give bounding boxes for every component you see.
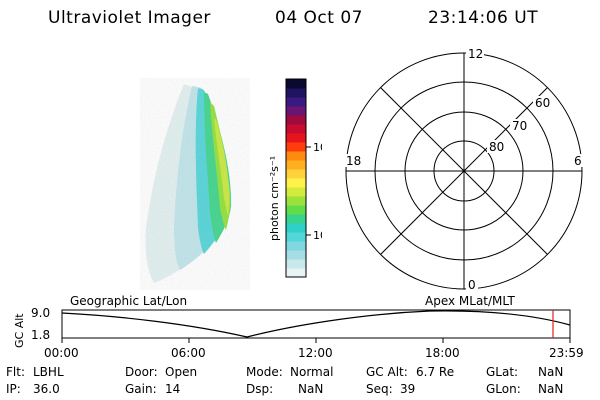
mlt-label-12: 12 xyxy=(468,47,483,61)
info-dsp-value: NaN xyxy=(298,382,324,396)
y-tick-9: 9.0 xyxy=(31,306,50,320)
colorbar-cell xyxy=(286,151,306,161)
info-gain-label: Gain: xyxy=(125,382,157,396)
colorbar-cell xyxy=(286,223,306,233)
lat-label-60: 60 xyxy=(535,96,550,110)
colorbar-label: photon cm⁻²s⁻¹ xyxy=(268,156,281,241)
x-tick-1200: 12:00 xyxy=(298,346,333,360)
x-tick-0000: 00:00 xyxy=(44,346,79,360)
x-tick-0600: 06:00 xyxy=(171,346,206,360)
colorbar-cell xyxy=(286,187,306,197)
info-mode-label: Mode: xyxy=(246,365,283,379)
colorbar-cell xyxy=(286,160,306,170)
lat-label-80: 80 xyxy=(489,140,504,154)
apex-mlat-mlt-label: Apex MLat/MLT xyxy=(425,294,515,308)
colorbar-cell xyxy=(286,79,306,89)
mlt-label-6: 6 xyxy=(574,154,582,168)
colorbar-tick-10: 10 xyxy=(313,229,322,242)
info-ip-label: IP: xyxy=(6,382,21,396)
info-seq-label: Seq: xyxy=(366,382,393,396)
auroral-image xyxy=(140,78,250,290)
info-glat-value: NaN xyxy=(538,365,564,379)
info-gain-value: 14 xyxy=(165,382,181,396)
colorbar-cell xyxy=(286,106,306,116)
date-label: 04 Oct 07 xyxy=(275,8,363,28)
altitude-curve xyxy=(61,310,571,338)
geographic-lat-lon-label: Geographic Lat/Lon xyxy=(70,294,188,308)
colorbar-cell xyxy=(286,259,306,269)
colorbar-cell xyxy=(286,169,306,179)
info-glat-label: GLat: xyxy=(486,365,519,379)
info-flt-label: Flt: xyxy=(6,365,25,379)
info-door-label: Door: xyxy=(125,365,158,379)
colorbar-cell xyxy=(286,214,306,224)
lat-label-70: 70 xyxy=(512,119,527,133)
info-flt-value: LBHL xyxy=(33,365,64,379)
polar-plot: 12 0 18 6 60 70 80 xyxy=(344,47,584,292)
colorbar-cell xyxy=(286,115,306,125)
colorbar-cell xyxy=(286,205,306,215)
mlt-label-18: 18 xyxy=(346,154,361,168)
colorbar-cell xyxy=(286,196,306,206)
gc-alt-timeline: GC Alt 9.0 1.8 xyxy=(13,306,571,348)
info-seq-value: 39 xyxy=(400,382,416,396)
info-ip-value: 36.0 xyxy=(33,382,60,396)
instrument-title: Ultraviolet Imager xyxy=(48,8,211,28)
colorbar-cell xyxy=(286,250,306,260)
info-gcalt-value: 6.7 Re xyxy=(416,365,455,379)
colorbar-cell xyxy=(286,268,306,278)
colorbar-cell xyxy=(286,133,306,143)
colorbar-tick-100: 100 xyxy=(313,141,322,154)
colorbar-cell xyxy=(286,178,306,188)
x-tick-2359: 23:59 xyxy=(549,346,584,360)
colorbar-cell xyxy=(286,142,306,152)
colorbar-cell xyxy=(286,241,306,251)
info-glon-value: NaN xyxy=(538,382,564,396)
mlt-label-0: 0 xyxy=(468,278,476,292)
colorbar-cell xyxy=(286,232,306,242)
info-gcalt-label: GC Alt: xyxy=(366,365,408,379)
colorbar-cell xyxy=(286,97,306,107)
y-tick-1-8: 1.8 xyxy=(31,328,50,342)
colorbar-cell xyxy=(286,124,306,134)
info-mode-value: Normal xyxy=(290,365,334,379)
colorbar-cell xyxy=(286,88,306,98)
time-label: 23:14:06 UT xyxy=(428,8,539,28)
x-tick-1800: 18:00 xyxy=(425,346,460,360)
info-dsp-label: Dsp: xyxy=(246,382,274,396)
info-door-value: Open xyxy=(165,365,198,379)
gc-alt-axis-label: GC Alt xyxy=(13,313,26,348)
info-glon-label: GLon: xyxy=(486,382,521,396)
colorbar: 100 10 photon cm⁻²s⁻¹ xyxy=(268,78,322,278)
